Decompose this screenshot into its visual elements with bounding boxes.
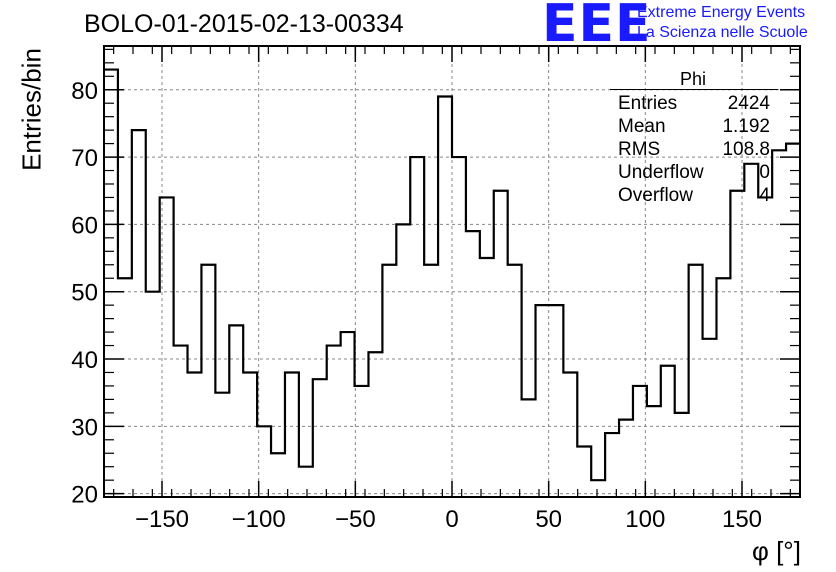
x-tick-label: 100 bbox=[625, 506, 665, 533]
logo-text-line1: Extreme Energy Events bbox=[637, 4, 806, 21]
stats-row-underflow: Underflow 0 bbox=[618, 162, 770, 184]
axis-tick-labels: −150 −100 −50 0 50 100 150 20 30 40 50 60 70 80 bbox=[71, 78, 762, 533]
y-tick-label: 40 bbox=[71, 347, 98, 374]
chart-title: BOLO-01-2015-02-13-00334 bbox=[84, 10, 404, 38]
stats-divider bbox=[610, 89, 778, 90]
stats-row-rms: RMS 108.8 bbox=[618, 139, 770, 161]
x-axis-label: φ [°] bbox=[752, 536, 801, 566]
x-tick-label: 0 bbox=[445, 506, 458, 533]
stats-value: 1.192 bbox=[722, 116, 770, 137]
logo-text-line2: La Scienza nelle Scuole bbox=[637, 24, 808, 41]
y-axis-label: Entries/bin bbox=[16, 48, 47, 171]
eee-logo: EEE bbox=[542, 0, 652, 54]
y-tick-label: 70 bbox=[71, 145, 98, 172]
stats-value: 0 bbox=[759, 162, 770, 183]
y-tick-label: 50 bbox=[71, 280, 98, 307]
x-tick-label: 150 bbox=[722, 506, 762, 533]
y-tick-label: 20 bbox=[71, 482, 98, 509]
x-tick-label: −50 bbox=[335, 506, 376, 533]
stats-key: Overflow bbox=[618, 185, 693, 206]
x-tick-label: 50 bbox=[535, 506, 562, 533]
stats-key: Entries bbox=[618, 93, 678, 114]
axis-ticks bbox=[104, 46, 800, 497]
stats-key: Mean bbox=[618, 116, 666, 137]
histogram-series bbox=[104, 68, 800, 482]
stats-key: Underflow bbox=[618, 162, 704, 183]
x-tick-label: −150 bbox=[135, 506, 189, 533]
stats-title: Phi bbox=[680, 69, 707, 89]
stats-value: 108.8 bbox=[722, 139, 770, 160]
y-tick-label: 80 bbox=[71, 78, 98, 105]
y-tick-label: 30 bbox=[71, 414, 98, 441]
stats-row-mean: Mean 1.192 bbox=[618, 116, 770, 138]
x-tick-label: −100 bbox=[232, 506, 286, 533]
stats-key: RMS bbox=[618, 139, 661, 160]
stats-row-overflow: Overflow 4 bbox=[618, 185, 770, 207]
stats-row-entries: Entries 2424 bbox=[618, 93, 770, 115]
stats-value: 4 bbox=[759, 185, 770, 206]
y-tick-label: 60 bbox=[71, 212, 98, 239]
stats-value: 2424 bbox=[727, 93, 770, 114]
